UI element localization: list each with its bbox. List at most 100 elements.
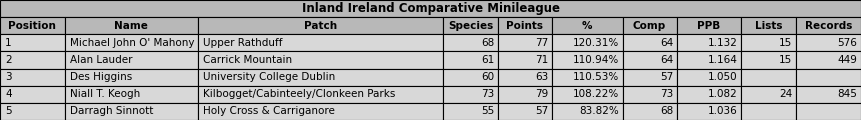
Bar: [796, 103, 861, 120]
Bar: [198, 51, 443, 69]
Text: 120.31%: 120.31%: [573, 38, 619, 48]
Bar: [498, 51, 552, 69]
Text: 61: 61: [481, 55, 494, 65]
Bar: [741, 86, 796, 103]
Text: Patch: Patch: [304, 21, 338, 31]
Bar: [443, 69, 498, 86]
Text: 68: 68: [660, 106, 673, 116]
Bar: [198, 34, 443, 51]
Bar: [443, 17, 498, 34]
Text: 5: 5: [5, 106, 12, 116]
Text: Points: Points: [506, 21, 543, 31]
Text: Position: Position: [9, 21, 56, 31]
Bar: [796, 86, 861, 103]
Text: 73: 73: [481, 89, 494, 99]
Text: Des Higgins: Des Higgins: [70, 72, 132, 82]
Bar: [498, 34, 552, 51]
Text: 57: 57: [660, 72, 673, 82]
Bar: [741, 69, 796, 86]
Bar: [741, 34, 796, 51]
Bar: [0, 34, 65, 51]
Text: 57: 57: [536, 106, 548, 116]
Text: 73: 73: [660, 89, 673, 99]
Text: Species: Species: [448, 21, 493, 31]
Text: 1.050: 1.050: [709, 72, 738, 82]
Text: 2: 2: [5, 55, 12, 65]
Bar: [498, 69, 552, 86]
Bar: [741, 17, 796, 34]
Text: 110.53%: 110.53%: [573, 72, 619, 82]
Bar: [677, 69, 741, 86]
Bar: [0, 103, 65, 120]
Bar: [0, 51, 65, 69]
Text: Darragh Sinnott: Darragh Sinnott: [70, 106, 153, 116]
Text: 1: 1: [5, 38, 12, 48]
Bar: [198, 17, 443, 34]
Bar: [65, 103, 198, 120]
Text: 79: 79: [536, 89, 548, 99]
Text: PPB: PPB: [697, 21, 721, 31]
Text: 55: 55: [481, 106, 494, 116]
Text: 77: 77: [536, 38, 548, 48]
Bar: [443, 103, 498, 120]
Bar: [198, 103, 443, 120]
Bar: [623, 69, 677, 86]
Text: 15: 15: [779, 55, 792, 65]
Text: 68: 68: [481, 38, 494, 48]
Text: %: %: [582, 21, 592, 31]
Bar: [552, 69, 623, 86]
Text: 71: 71: [536, 55, 548, 65]
Text: 576: 576: [838, 38, 858, 48]
Text: 449: 449: [838, 55, 858, 65]
Bar: [677, 34, 741, 51]
Bar: [0, 86, 65, 103]
Text: 1.164: 1.164: [708, 55, 738, 65]
Bar: [443, 34, 498, 51]
Text: 1.036: 1.036: [708, 106, 738, 116]
Bar: [443, 51, 498, 69]
Text: Michael John O' Mahony: Michael John O' Mahony: [70, 38, 195, 48]
Text: 15: 15: [779, 38, 792, 48]
Bar: [552, 17, 623, 34]
Bar: [65, 86, 198, 103]
Text: 845: 845: [838, 89, 858, 99]
Text: Kilbogget/Cabinteely/Clonkeen Parks: Kilbogget/Cabinteely/Clonkeen Parks: [203, 89, 395, 99]
Text: Upper Rathduff: Upper Rathduff: [203, 38, 282, 48]
Bar: [552, 86, 623, 103]
Bar: [0, 17, 65, 34]
Text: 64: 64: [660, 55, 673, 65]
Bar: [623, 51, 677, 69]
Bar: [498, 103, 552, 120]
Bar: [65, 17, 198, 34]
Text: Alan Lauder: Alan Lauder: [70, 55, 133, 65]
Bar: [498, 86, 552, 103]
Text: 110.94%: 110.94%: [573, 55, 619, 65]
Bar: [198, 86, 443, 103]
Bar: [443, 86, 498, 103]
Text: Niall T. Keogh: Niall T. Keogh: [70, 89, 140, 99]
Bar: [65, 69, 198, 86]
Bar: [623, 17, 677, 34]
Bar: [552, 51, 623, 69]
Text: Records: Records: [804, 21, 852, 31]
Bar: [677, 51, 741, 69]
Text: 83.82%: 83.82%: [579, 106, 619, 116]
Bar: [65, 34, 198, 51]
Text: 108.22%: 108.22%: [573, 89, 619, 99]
Bar: [623, 34, 677, 51]
Bar: [796, 51, 861, 69]
Text: Carrick Mountain: Carrick Mountain: [203, 55, 293, 65]
Bar: [65, 51, 198, 69]
Bar: [0, 0, 861, 17]
Bar: [677, 17, 741, 34]
Bar: [741, 103, 796, 120]
Bar: [552, 103, 623, 120]
Bar: [198, 69, 443, 86]
Text: Name: Name: [115, 21, 148, 31]
Bar: [677, 103, 741, 120]
Bar: [552, 34, 623, 51]
Text: 3: 3: [5, 72, 12, 82]
Text: 24: 24: [779, 89, 792, 99]
Text: 1.132: 1.132: [708, 38, 738, 48]
Bar: [677, 86, 741, 103]
